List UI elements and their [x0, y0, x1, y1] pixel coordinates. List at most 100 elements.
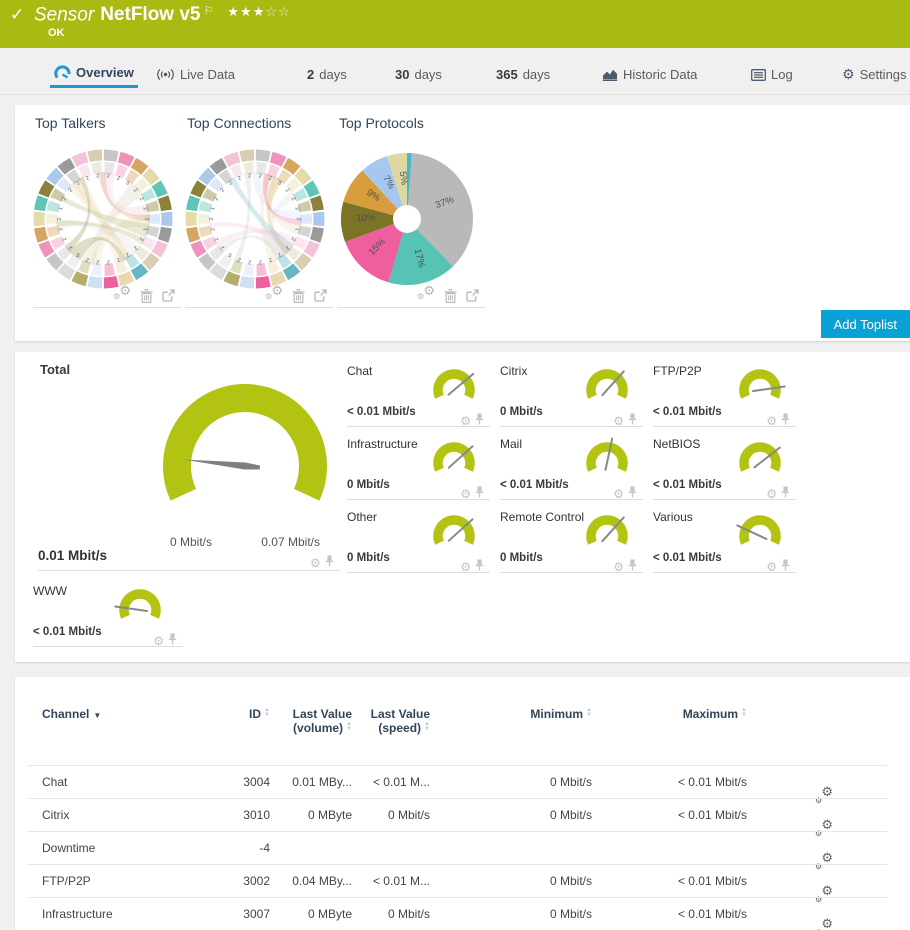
divider	[347, 499, 490, 500]
pin-icon[interactable]	[628, 485, 637, 503]
column-header-last-value[interactable]: Last Value (speed) ▲ ▼	[355, 707, 430, 735]
svg-text:2: 2	[209, 217, 215, 220]
gear-icon[interactable]: ⚙	[460, 560, 471, 574]
pin-icon[interactable]	[781, 558, 790, 576]
channel-settings-icon[interactable]: ⚙⚙	[815, 884, 833, 904]
priority-stars[interactable]: ★★★☆☆	[227, 5, 290, 20]
pin-icon[interactable]	[168, 632, 177, 650]
pin-icon[interactable]	[475, 485, 484, 503]
pin-icon[interactable]	[628, 412, 637, 430]
channel-title: Citrix	[500, 364, 528, 378]
channel-title: Other	[347, 510, 378, 524]
priority-star-icon[interactable]: ☆	[265, 5, 279, 21]
tab-overview[interactable]: Overview	[50, 61, 138, 88]
divider	[653, 499, 796, 500]
gear-icon[interactable]: ⚙	[460, 414, 471, 428]
tab-number: 2	[307, 67, 315, 82]
pin-icon[interactable]	[475, 412, 484, 430]
add-toplist-button[interactable]: Add Toplist	[820, 310, 910, 338]
channel-value-cell: 3010	[243, 808, 270, 822]
column-header-minimum[interactable]: Minimum ▲ ▼	[470, 707, 592, 721]
channel-settings-icon[interactable]: ⚙⚙	[815, 851, 833, 871]
pin-icon[interactable]	[781, 485, 790, 503]
toplist-settings-icon[interactable]: ⚙ ⚙	[113, 284, 131, 301]
priority-star-icon[interactable]: ★	[227, 5, 241, 21]
gear-icon[interactable]: ⚙	[766, 487, 777, 501]
tab-30-days[interactable]: 30 days	[391, 61, 446, 88]
open-toplist-icon[interactable]	[466, 289, 479, 302]
svg-text:2: 2	[214, 196, 221, 202]
toplist-settings-icon[interactable]: ⚙ ⚙	[417, 284, 435, 301]
channel-title: NetBIOS	[653, 437, 701, 451]
svg-text:2: 2	[214, 236, 221, 242]
svg-text:2: 2	[85, 175, 90, 182]
tab-log[interactable]: Log	[747, 61, 797, 88]
flag-icon[interactable]: ⚐	[203, 4, 214, 17]
channel-row-ftp-p2p[interactable]: FTP/P2P 3002 0.04 MBy... < 0.01 M... 0 Mbit/…	[27, 864, 887, 904]
svg-text:2: 2	[290, 196, 297, 202]
sort-toggle-icon[interactable]: ▲ ▼	[424, 721, 430, 732]
channel-gauge-cell: WWW < 0.01 Mbit/s ⚙	[33, 584, 183, 648]
tab-historic-data[interactable]: Historic Data	[598, 61, 701, 88]
pin-icon[interactable]	[781, 412, 790, 430]
gear-icon[interactable]: ⚙	[766, 560, 777, 574]
gear-icon[interactable]: ⚙	[613, 487, 624, 501]
priority-star-icon[interactable]: ☆	[278, 5, 291, 21]
channel-row-downtime[interactable]: Downtime -4 ⚙ ⚙	[27, 831, 887, 871]
svg-text:1: 1	[293, 227, 300, 231]
gear-icon[interactable]: ⚙	[613, 560, 624, 574]
tab-live-data[interactable]: Live Data	[152, 61, 239, 88]
delete-toplist-icon[interactable]	[444, 288, 457, 303]
gear-icon[interactable]: ⚙	[153, 634, 164, 648]
gear-icon[interactable]: ⚙	[460, 487, 471, 501]
gear-icon[interactable]: ⚙	[766, 414, 777, 428]
open-toplist-icon[interactable]	[314, 289, 327, 302]
sort-toggle-icon[interactable]: ▲ ▼	[264, 707, 270, 718]
priority-star-icon[interactable]: ★	[252, 5, 266, 21]
svg-text:2: 2	[248, 259, 252, 265]
sort-toggle-icon[interactable]: ▲ ▼	[346, 721, 352, 732]
channel-row-chat[interactable]: Chat 3004 0.01 MBy... < 0.01 M... 0 Mbit/s < …	[27, 765, 887, 805]
channel-row-citrix[interactable]: Citrix 3010 0 MByte 0 Mbit/s 0 Mbit/s < 0.01 …	[27, 798, 887, 838]
svg-text:2: 2	[258, 259, 262, 265]
column-header-id[interactable]: ID ▲ ▼	[165, 707, 270, 721]
top-protocols-pie-chart[interactable]: 37% 17% 15% 10% 9% 7% 5%	[337, 143, 477, 296]
svg-text:2: 2	[106, 173, 110, 179]
column-header-maximum[interactable]: Maximum ▲ ▼	[625, 707, 747, 721]
tab-365-days[interactable]: 365 days	[492, 61, 554, 88]
sort-desc-icon[interactable]: ▼	[93, 711, 102, 720]
channel-row-infrastructure[interactable]: Infrastructure 3007 0 MByte 0 Mbit/s 0 Mbit/…	[27, 897, 887, 930]
delete-toplist-icon[interactable]	[292, 288, 305, 303]
open-toplist-icon[interactable]	[162, 289, 175, 302]
tab-2-days[interactable]: 2 days	[303, 61, 351, 88]
channel-settings-icon[interactable]: ⚙⚙	[815, 917, 833, 930]
channel-value-cell: < 0.01 M...	[372, 775, 430, 789]
column-header-last-value[interactable]: Last Value (volume) ▲ ▼	[270, 707, 352, 735]
pin-icon[interactable]	[325, 554, 334, 572]
divider	[500, 572, 643, 573]
column-header-channel[interactable]: Channel ▼	[42, 707, 202, 723]
svg-text:2: 2	[76, 180, 82, 187]
channel-settings-icon[interactable]: ⚙⚙	[815, 785, 833, 805]
gear-icon[interactable]: ⚙	[310, 556, 321, 570]
priority-star-icon[interactable]: ★	[240, 5, 253, 21]
svg-text:5: 5	[76, 251, 82, 258]
channel-settings-icon[interactable]: ⚙⚙	[815, 818, 833, 838]
pin-icon[interactable]	[628, 558, 637, 576]
delete-toplist-icon[interactable]	[140, 288, 153, 303]
tab-label: Log	[771, 67, 793, 82]
channel-title: Remote Control	[500, 510, 585, 524]
toplist-settings-icon[interactable]: ⚙ ⚙	[265, 284, 283, 301]
svg-text:5: 5	[228, 251, 234, 258]
svg-text:2: 2	[138, 236, 145, 242]
svg-text:2: 2	[116, 175, 121, 182]
gear-icon[interactable]: ⚙	[613, 414, 624, 428]
sensor-kind-label: Sensor	[34, 4, 95, 26]
tab-settings[interactable]: ⚙ Settings	[838, 61, 910, 88]
sort-toggle-icon[interactable]: ▲ ▼	[586, 707, 592, 718]
channel-value-cell: < 0.01 Mbit/s	[677, 874, 747, 888]
sort-toggle-icon[interactable]: ▲ ▼	[741, 707, 747, 718]
pin-icon[interactable]	[475, 558, 484, 576]
